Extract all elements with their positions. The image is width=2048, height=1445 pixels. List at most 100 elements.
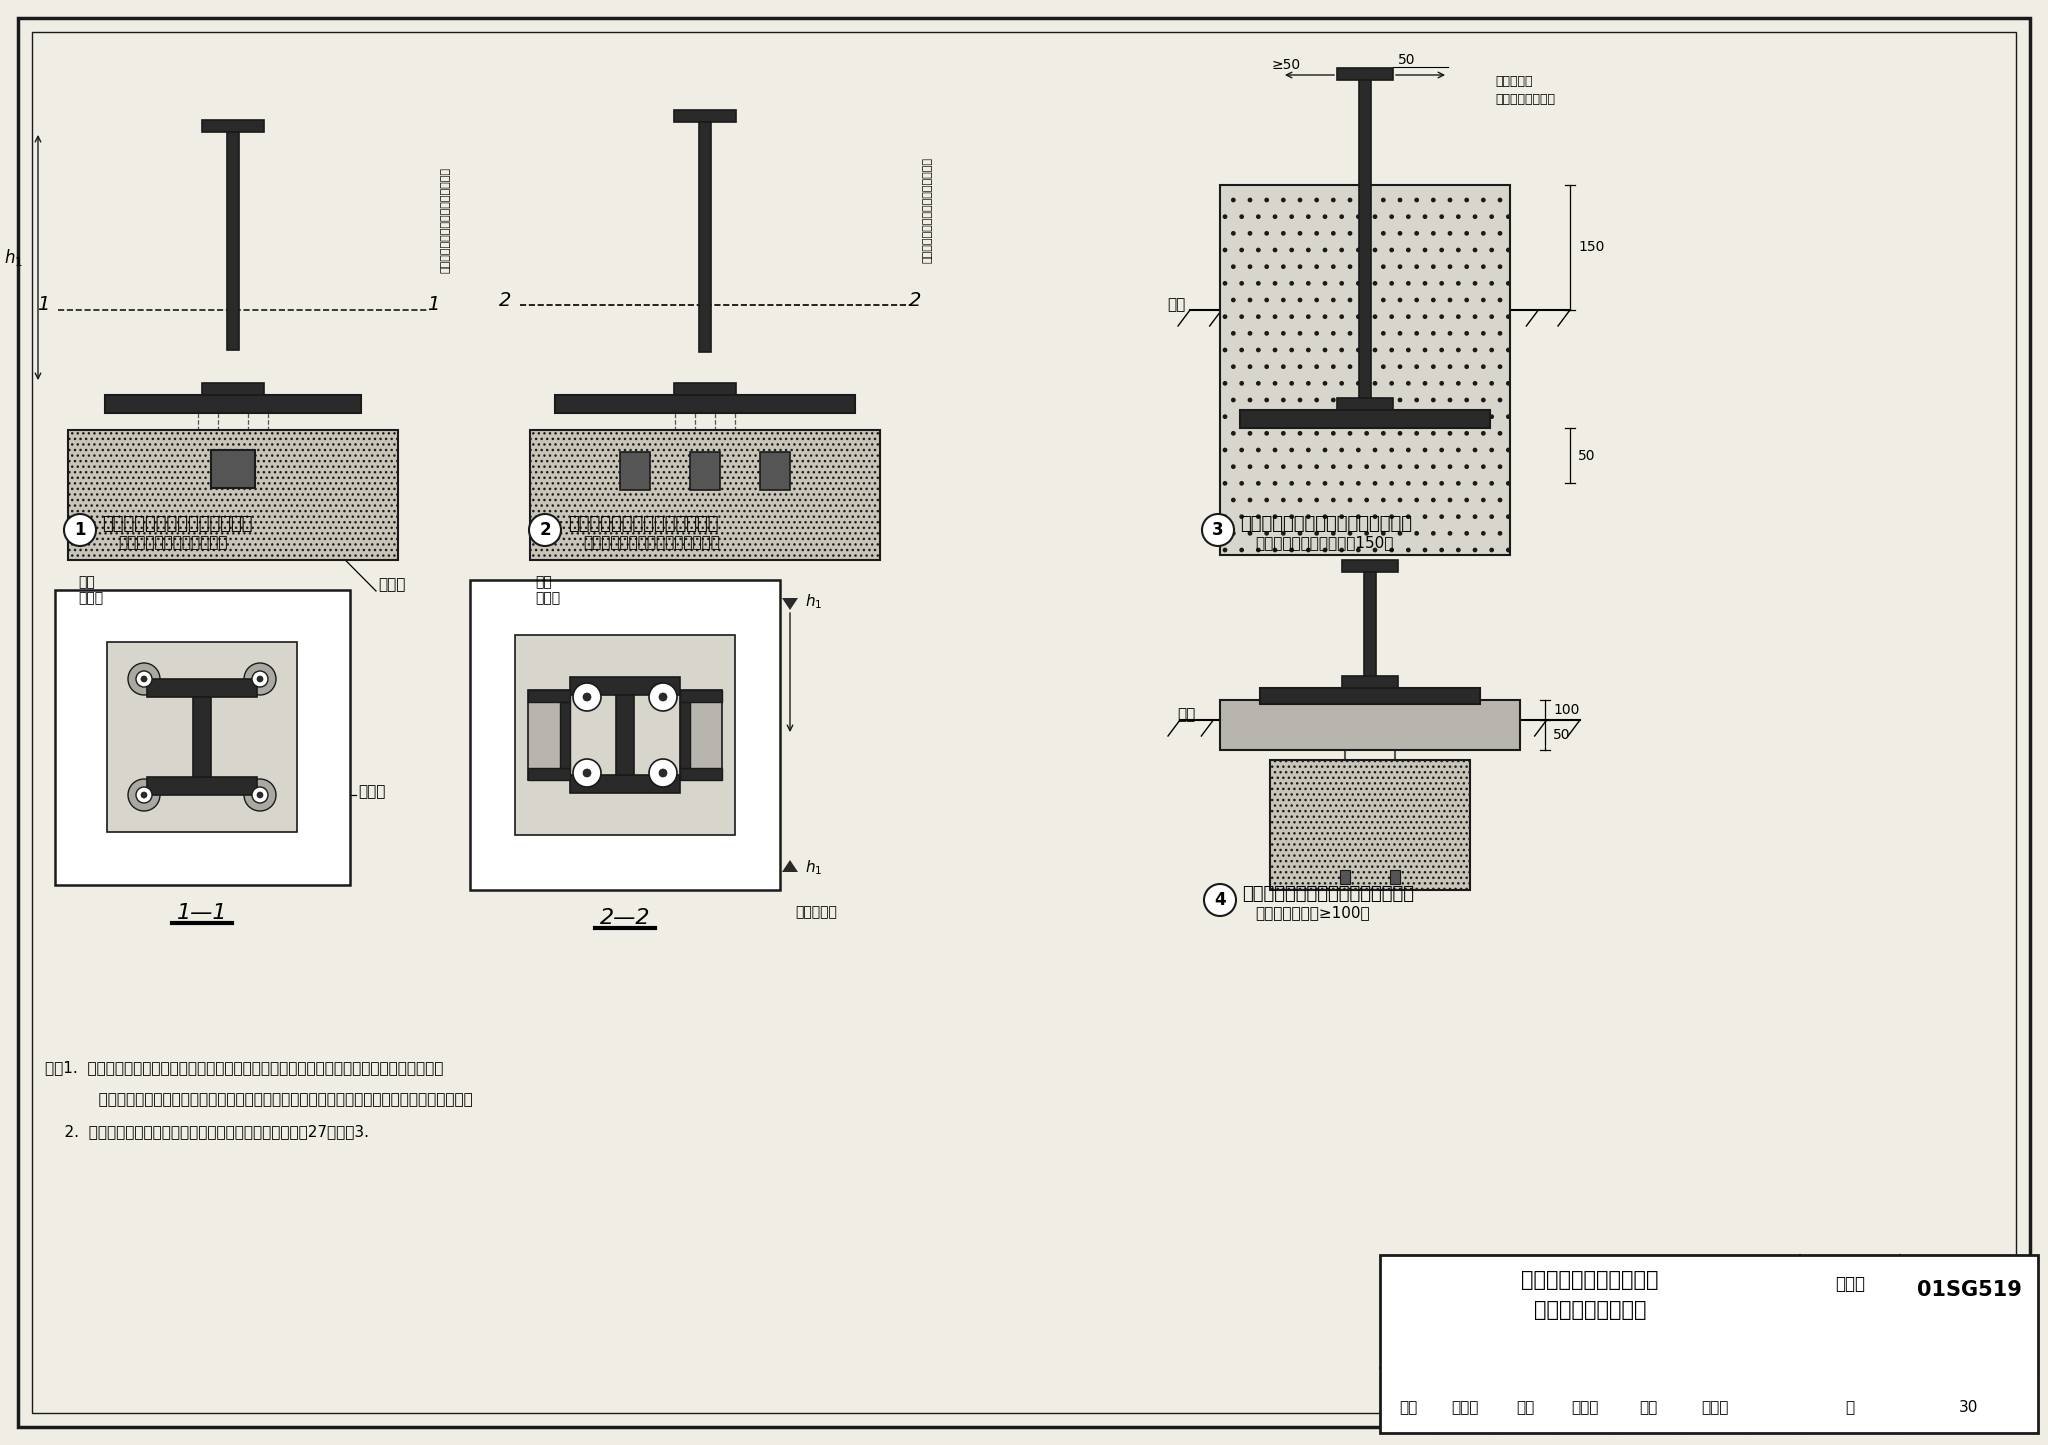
- Text: 1: 1: [74, 522, 86, 539]
- Bar: [674, 110, 735, 121]
- Text: 设计: 设计: [1638, 1400, 1657, 1416]
- Text: 2: 2: [500, 290, 512, 309]
- Text: 承受底部的剪力）。当其摩擦力不能抵抗其底部剪力时，必须按如图所示的形式设置抗剪键。: 承受底部的剪力）。当其摩擦力不能抵抗其底部剪力时，必须按如图所示的形式设置抗剪键…: [45, 1092, 473, 1107]
- Circle shape: [1204, 884, 1237, 916]
- Circle shape: [649, 683, 678, 711]
- Text: 50: 50: [1552, 728, 1571, 741]
- Circle shape: [252, 788, 268, 803]
- Bar: [1270, 760, 1470, 890]
- Bar: [514, 634, 735, 835]
- Bar: [616, 695, 635, 775]
- Text: 2—2: 2—2: [600, 907, 651, 928]
- Polygon shape: [782, 860, 799, 871]
- Bar: [1364, 572, 1376, 688]
- Text: 页: 页: [1845, 1400, 1855, 1416]
- Text: 图集号: 图集号: [1835, 1274, 1866, 1293]
- Text: 2.  基础顶面和柱脚底板之间须二次浇灌混凝土的要求同第27页的注3.: 2. 基础顶面和柱脚底板之间须二次浇灌混凝土的要求同第27页的注3.: [45, 1124, 369, 1139]
- Text: 地面: 地面: [1178, 708, 1194, 722]
- Bar: [621, 452, 649, 490]
- Bar: [680, 702, 690, 767]
- Text: 外露式柱脚抗剪键的设置（一）: 外露式柱脚抗剪键的设置（一）: [102, 514, 252, 533]
- Text: 外露式柱脚在地面以下时的防护措施: 外露式柱脚在地面以下时的防护措施: [1239, 514, 1411, 533]
- Text: 抗剪
预埋筋: 抗剪 预埋筋: [78, 575, 102, 605]
- Circle shape: [244, 663, 276, 695]
- Bar: [690, 452, 721, 490]
- Text: 2: 2: [539, 522, 551, 539]
- Circle shape: [252, 670, 268, 686]
- Bar: [1360, 79, 1370, 410]
- Text: 果知信: 果知信: [1571, 1400, 1599, 1416]
- Circle shape: [63, 514, 96, 546]
- Bar: [530, 431, 881, 561]
- Bar: [1221, 699, 1520, 750]
- Bar: [528, 691, 569, 702]
- Circle shape: [141, 792, 147, 798]
- Bar: [680, 691, 723, 780]
- Bar: [1341, 676, 1399, 688]
- Text: 较低的混凝土包裹: 较低的混凝土包裹: [1495, 92, 1554, 105]
- Bar: [55, 590, 350, 884]
- Text: 50: 50: [1579, 449, 1595, 462]
- Text: 审核: 审核: [1399, 1400, 1417, 1416]
- Bar: [469, 579, 780, 890]
- Text: $h_1$: $h_1$: [805, 858, 823, 877]
- Bar: [680, 767, 723, 780]
- Bar: [559, 702, 569, 767]
- Text: 4: 4: [1214, 892, 1227, 909]
- Text: 注：1.  柱脚底部的水平剪力，须由柱脚底板与其下部混凝土之间的摩擦力来抵抗（锚栓不能用来: 注：1. 柱脚底部的水平剪力，须由柱脚底板与其下部混凝土之间的摩擦力来抵抗（锚栓…: [45, 1061, 442, 1075]
- Circle shape: [649, 759, 678, 788]
- Text: 1—1: 1—1: [176, 903, 227, 923]
- Bar: [104, 394, 360, 413]
- Text: $h_1$: $h_1$: [805, 592, 823, 611]
- Text: 抗剪键: 抗剪键: [358, 785, 385, 799]
- Text: 150: 150: [1579, 240, 1604, 254]
- Bar: [1337, 68, 1393, 79]
- Polygon shape: [782, 598, 799, 610]
- Circle shape: [135, 670, 152, 686]
- Text: ≥50: ≥50: [1272, 58, 1300, 72]
- Bar: [680, 691, 723, 702]
- Text: 刘其祥: 刘其祥: [1702, 1400, 1729, 1416]
- Circle shape: [584, 769, 592, 777]
- Circle shape: [127, 663, 160, 695]
- Text: 砖象昂: 砖象昂: [1452, 1400, 1479, 1416]
- Bar: [68, 431, 397, 561]
- Bar: [147, 679, 256, 696]
- Bar: [147, 777, 256, 795]
- Text: 用强度等级: 用强度等级: [1495, 75, 1532, 88]
- Text: 3: 3: [1212, 522, 1225, 539]
- Bar: [760, 452, 791, 490]
- Bar: [1391, 870, 1401, 884]
- Text: （可用工字形截面或方钢）: （可用工字形截面或方钢）: [119, 536, 227, 551]
- Bar: [211, 449, 256, 488]
- Circle shape: [573, 759, 600, 788]
- Text: （柱脚高出地面≥100）: （柱脚高出地面≥100）: [1255, 906, 1370, 920]
- Text: 100: 100: [1552, 704, 1579, 717]
- Bar: [1380, 1256, 2038, 1433]
- Circle shape: [659, 694, 668, 701]
- Bar: [1239, 410, 1491, 428]
- Text: 从基础顶面到柱脚底板距离参阅说明: 从基础顶面到柱脚底板距离参阅说明: [924, 158, 934, 263]
- Bar: [555, 394, 854, 413]
- Bar: [528, 691, 569, 780]
- Text: 1: 1: [37, 295, 49, 315]
- Bar: [1337, 397, 1393, 410]
- Text: 50: 50: [1399, 53, 1415, 66]
- Circle shape: [659, 769, 668, 777]
- Text: （包裹的混凝土高出地面150）: （包裹的混凝土高出地面150）: [1255, 536, 1393, 551]
- Text: 抗剪
预埋筋: 抗剪 预埋筋: [535, 575, 559, 605]
- Text: 01SG519: 01SG519: [1917, 1280, 2021, 1300]
- Bar: [569, 678, 680, 695]
- Text: 外露式柱脚抗剪键的设置: 外露式柱脚抗剪键的设置: [1522, 1270, 1659, 1290]
- Bar: [1255, 431, 1475, 551]
- Bar: [698, 121, 711, 353]
- Bar: [203, 383, 264, 394]
- Circle shape: [141, 676, 147, 682]
- Text: 顶紧直接焊: 顶紧直接焊: [795, 905, 838, 919]
- Text: （可用工字形、槽形截面或角钢）: （可用工字形、槽形截面或角钢）: [584, 536, 721, 551]
- Text: 从基础顶面到柱脚底板距离参阅说明: 从基础顶面到柱脚底板距离参阅说明: [440, 168, 451, 273]
- Bar: [203, 120, 264, 131]
- Circle shape: [584, 694, 592, 701]
- Circle shape: [135, 788, 152, 803]
- Text: $h_1$: $h_1$: [4, 247, 23, 267]
